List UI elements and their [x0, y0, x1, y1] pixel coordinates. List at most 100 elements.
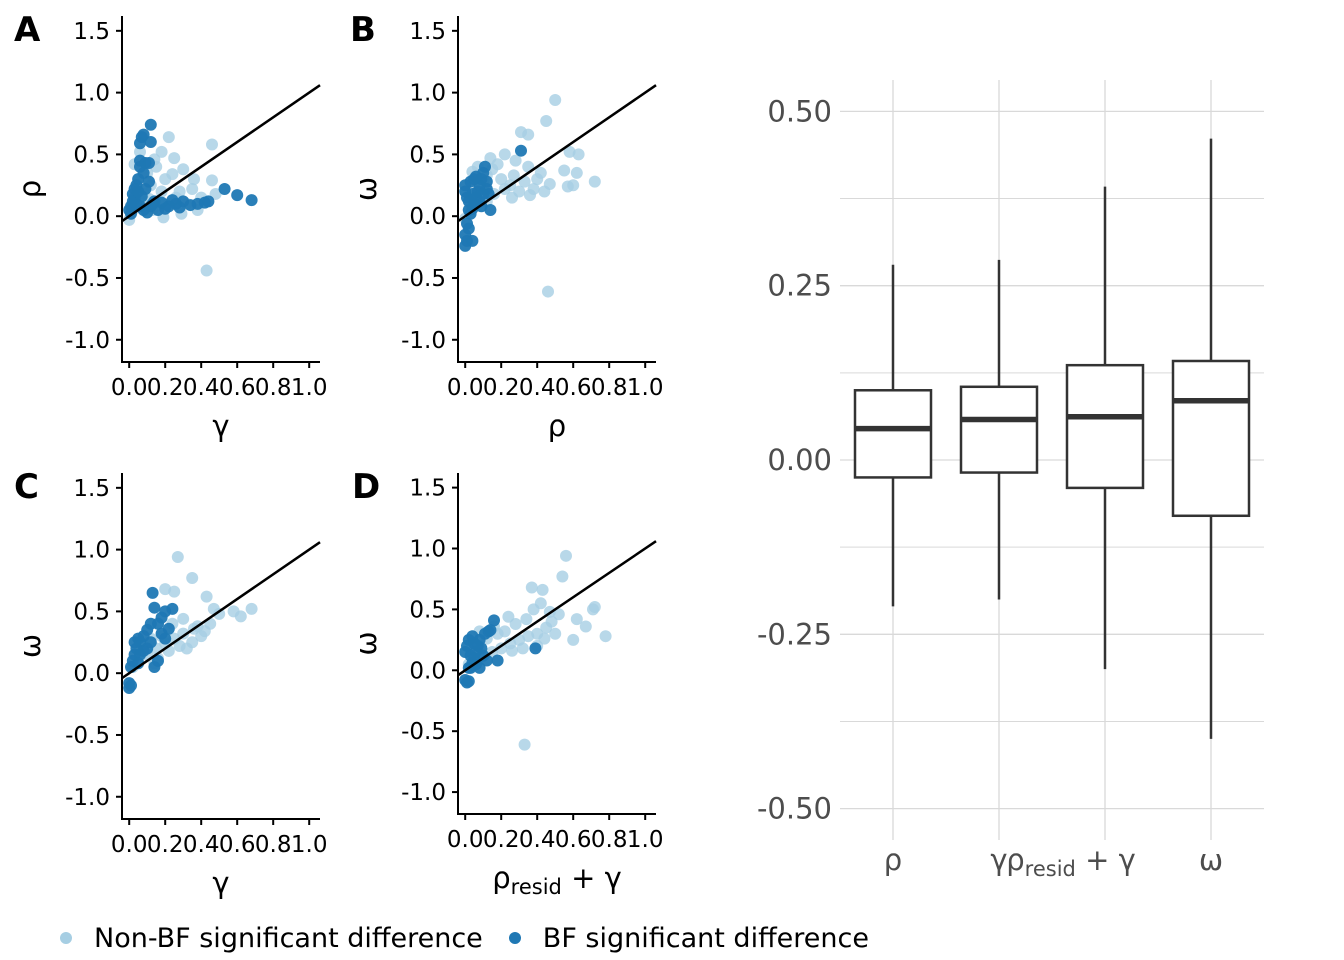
point-non-bf: [572, 148, 585, 161]
point-non-bf: [560, 549, 572, 562]
point-non-bf: [206, 174, 218, 187]
point-non-bf: [245, 602, 258, 615]
point-bf: [466, 187, 479, 200]
x-axis-title: γ: [212, 866, 229, 900]
panel-label-a: A: [14, 10, 41, 50]
y-tick-label: 1.5: [409, 476, 446, 502]
point-non-bf: [177, 612, 190, 625]
x-tick-label: 1.0: [627, 375, 664, 401]
point-non-bf: [155, 185, 168, 198]
box: [1171, 359, 1251, 518]
x-axis-title: ρ: [548, 409, 566, 443]
point-non-bf: [536, 583, 549, 596]
x-tick-label: 0.8: [255, 375, 292, 401]
point-bf: [202, 195, 215, 208]
point-non-bf: [538, 632, 551, 645]
point-non-bf: [155, 145, 168, 158]
point-bf: [218, 183, 231, 195]
point-bf: [480, 175, 493, 188]
x-tick-label: ρresid + γ: [1006, 843, 1136, 881]
point-non-bf: [188, 173, 200, 186]
x-tick-label: 0.6: [555, 827, 592, 853]
point-non-bf: [570, 613, 583, 626]
x-tick-label: 0.2: [147, 832, 184, 858]
legend-dot-bf: [508, 932, 521, 944]
point-non-bf: [552, 608, 565, 621]
point-bf: [515, 144, 527, 157]
panel-label-c: C: [14, 467, 39, 507]
y-tick-label: 0.00: [767, 443, 832, 477]
y-tick-label: -1.0: [401, 780, 446, 806]
legend-dot-non-bf: [60, 932, 72, 944]
point-non-bf: [502, 610, 515, 623]
point-non-bf: [484, 152, 497, 165]
y-tick-label: 1.5: [409, 19, 446, 45]
point-non-bf: [542, 285, 554, 298]
y-tick-label: -0.5: [65, 266, 110, 292]
point-non-bf: [234, 610, 247, 623]
point-bf: [144, 118, 157, 131]
y-tick-label: -0.5: [401, 266, 446, 292]
y-tick-label: -0.5: [65, 723, 110, 749]
point-bf: [144, 636, 157, 649]
reference-line: [457, 84, 657, 223]
x-tick-label: 0.6: [555, 375, 592, 401]
point-non-bf: [520, 613, 533, 626]
point-bf: [134, 137, 146, 150]
point-bf: [470, 170, 482, 183]
y-tick-label: 0.5: [73, 599, 110, 625]
x-axis-title: γ: [212, 409, 229, 443]
point-non-bf: [524, 189, 536, 202]
point-non-bf: [171, 551, 184, 564]
x-tick-label: 0.6: [219, 832, 256, 858]
y-tick-label: 0.0: [73, 661, 110, 687]
point-non-bf: [549, 94, 562, 107]
point-non-bf: [534, 597, 547, 610]
point-non-bf: [563, 145, 576, 158]
point-non-bf: [206, 138, 218, 151]
point-non-bf: [522, 630, 535, 643]
y-tick-label: 1.0: [73, 81, 110, 107]
point-non-bf: [561, 180, 574, 193]
x-tick-label: ω: [1199, 843, 1223, 877]
point-non-bf: [538, 185, 551, 198]
legend: Non-BF significant difference BF signifi…: [52, 918, 887, 958]
y-tick-label: 1.0: [409, 81, 446, 107]
x-tick-label: 0.8: [591, 375, 628, 401]
y-tick-label: 0.25: [767, 269, 832, 303]
point-bf: [464, 649, 477, 662]
scatter-panel-c: C -1.0-0.50.00.51.01.50.0 0.2 0.4 0.6 0.8 1.0…: [13, 467, 327, 900]
x-axis-title: ρresid + γ: [492, 861, 622, 899]
point-non-bf: [556, 570, 569, 583]
point-bf: [479, 627, 491, 640]
y-axis-title: ω: [13, 634, 47, 658]
y-tick-label: 0.5: [73, 142, 110, 168]
legend-item-non-bf: Non-BF significant difference: [52, 923, 483, 954]
point-non-bf: [186, 183, 199, 195]
point-non-bf: [509, 154, 522, 167]
point-non-bf: [162, 131, 175, 144]
y-axis-title: ω: [349, 631, 383, 655]
point-bf: [162, 622, 175, 635]
point-non-bf: [540, 621, 553, 634]
point-non-bf: [495, 173, 508, 186]
point-non-bf: [200, 264, 213, 277]
y-tick-label: -0.25: [757, 617, 832, 651]
point-non-bf: [570, 166, 583, 179]
reference-line: [121, 84, 321, 223]
box: [959, 385, 1039, 474]
x-tick-label: ρ: [884, 843, 902, 877]
point-non-bf: [506, 644, 518, 657]
point-non-bf: [186, 572, 199, 585]
point-non-bf: [168, 152, 181, 165]
x-tick-label: 1.0: [627, 827, 664, 853]
reference-line: [121, 541, 321, 680]
y-tick-label: 1.0: [73, 538, 110, 564]
point-bf: [143, 157, 155, 170]
point-bf: [146, 586, 159, 599]
x-tick-label: 0.0: [111, 375, 148, 401]
point-non-bf: [507, 169, 520, 182]
y-tick-label: 0.0: [73, 204, 110, 230]
y-axis-title: ω: [349, 177, 383, 201]
panel-label-d: D: [352, 467, 380, 507]
